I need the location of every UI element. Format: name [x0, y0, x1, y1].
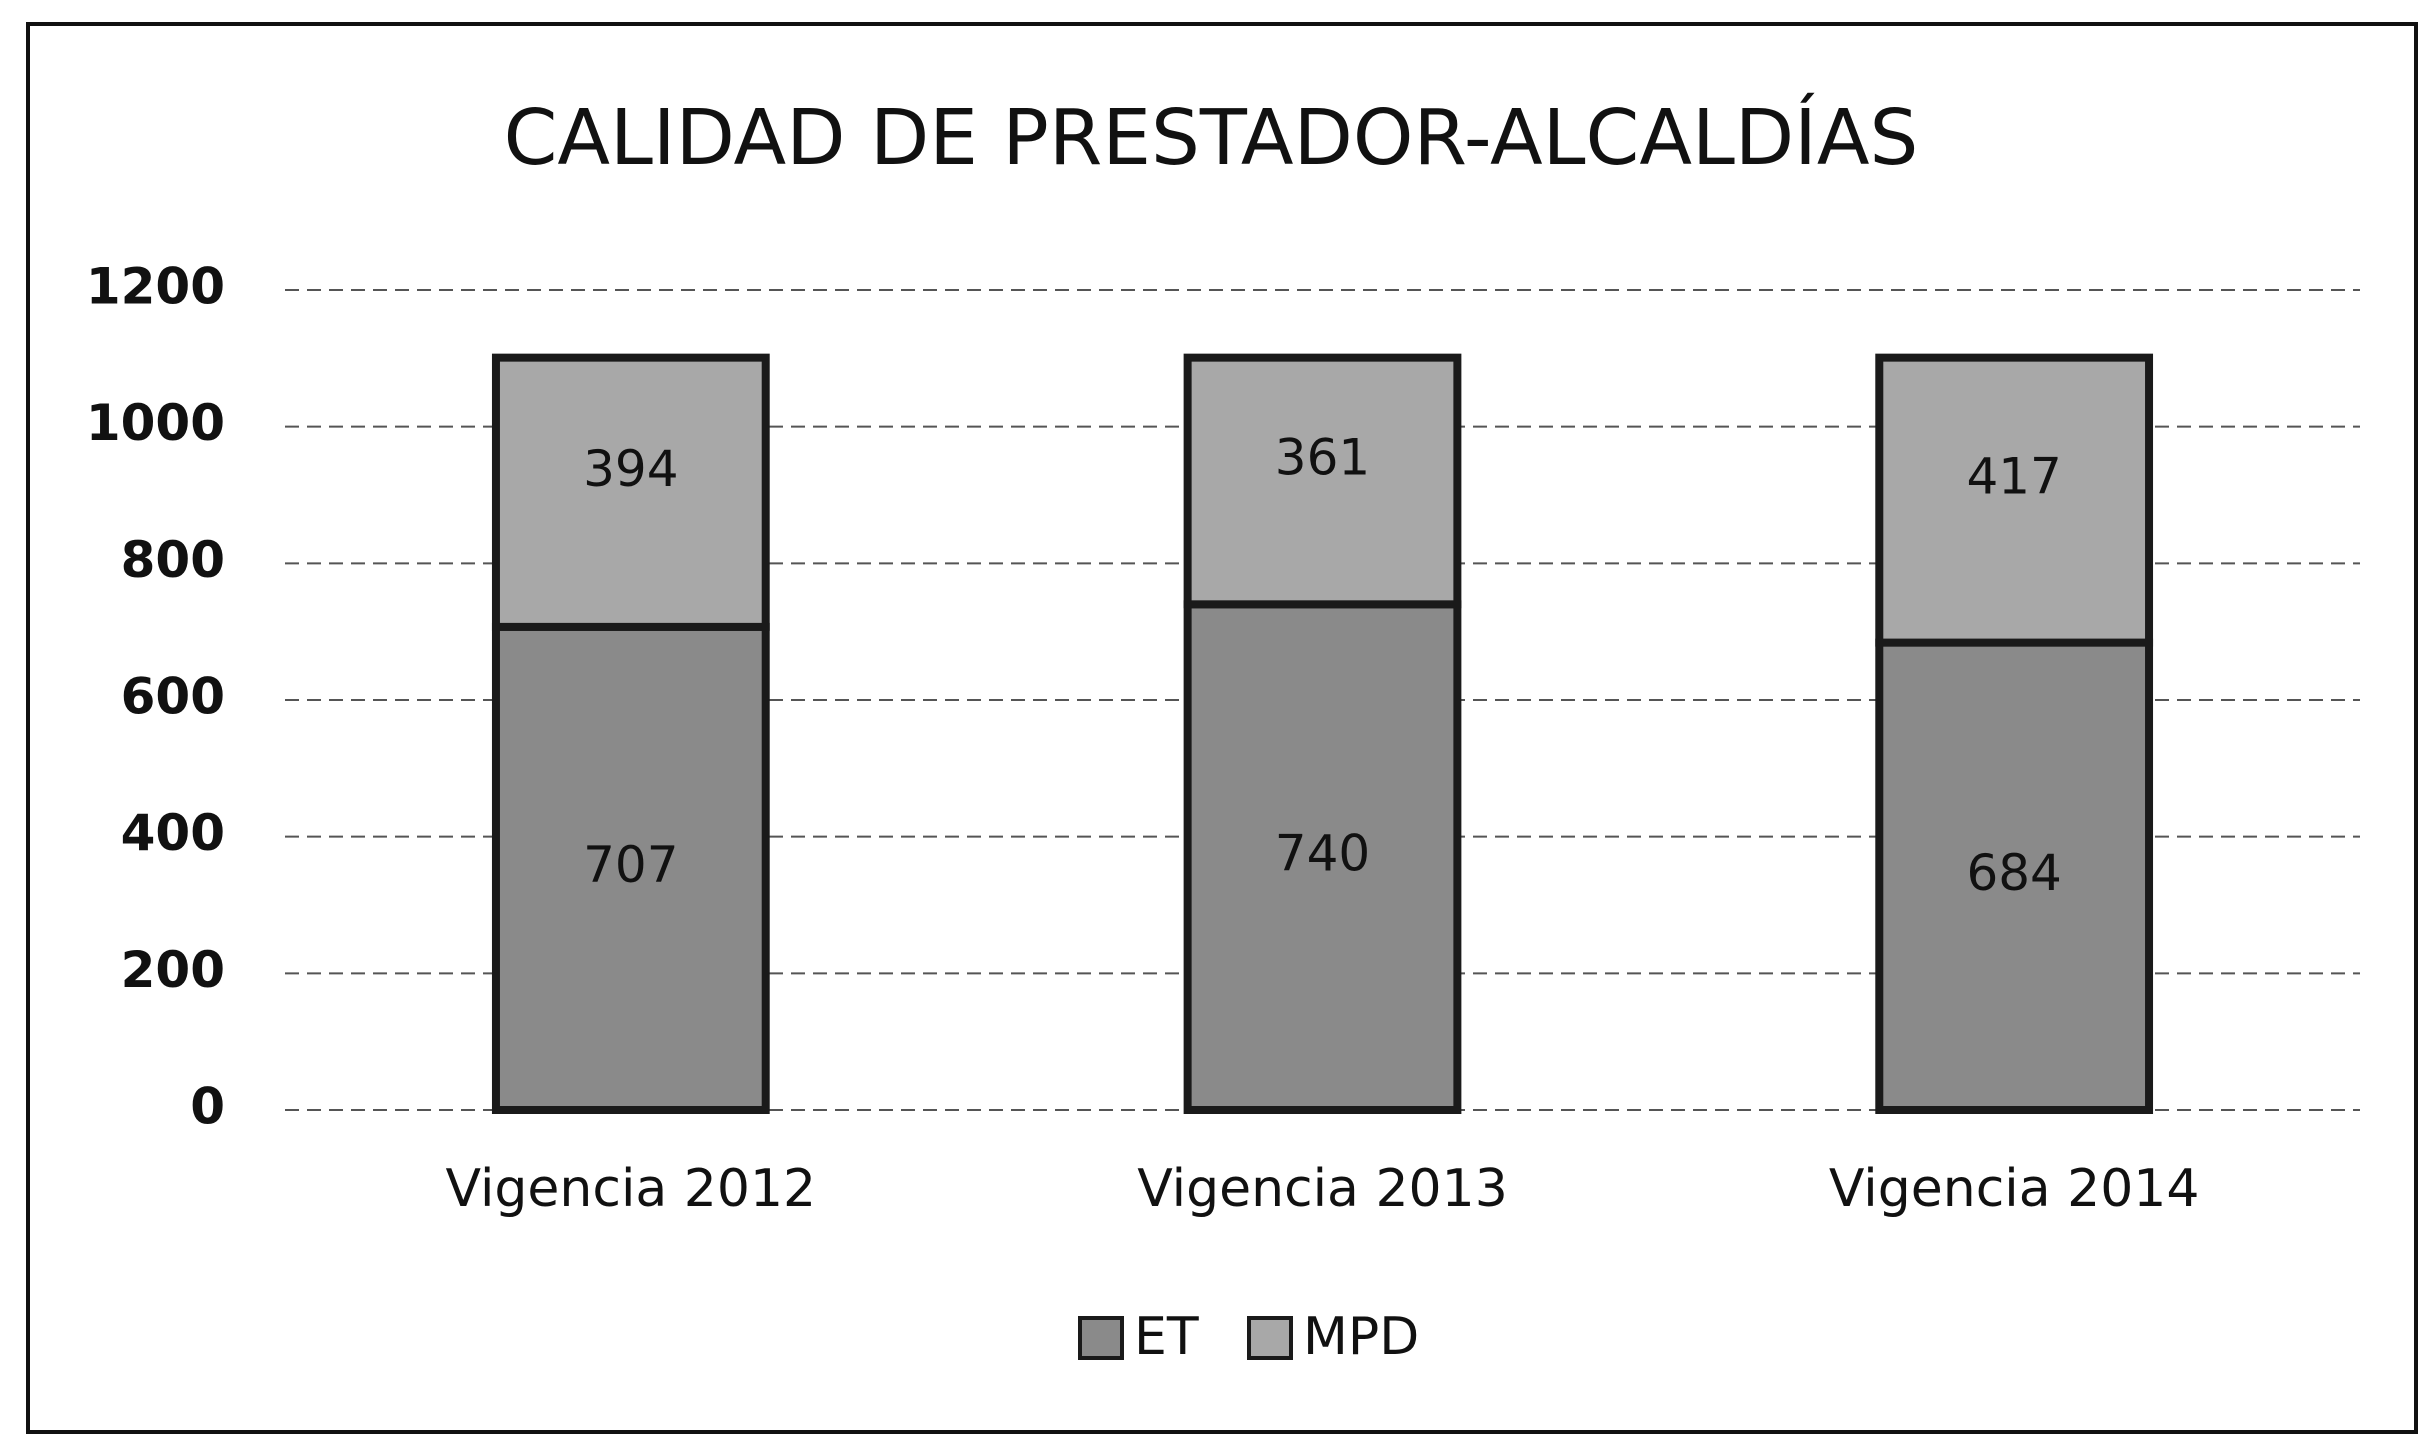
y-tick-label: 0 [190, 1078, 225, 1136]
legend-label: MPD [1303, 1307, 1419, 1367]
x-tick-label: Vigencia 2014 [1829, 1159, 2200, 1219]
x-tick-label: Vigencia 2012 [446, 1159, 817, 1219]
y-tick-label: 400 [121, 804, 225, 862]
y-tick-label: 200 [121, 941, 225, 999]
bar-segment [1875, 353, 2154, 647]
data-label: 740 [1275, 825, 1370, 883]
legend-label: ET [1134, 1307, 1199, 1367]
bar-segment [491, 353, 770, 631]
data-label: 684 [1966, 844, 2061, 902]
legend-swatch [1078, 1316, 1124, 1360]
bar-segment [1183, 353, 1462, 609]
y-tick-label: 1200 [86, 258, 225, 316]
y-tick-label: 800 [121, 531, 225, 589]
y-tick-label: 1000 [86, 394, 225, 452]
y-tick-label: 600 [121, 668, 225, 726]
data-label: 417 [1966, 448, 2061, 506]
legend-swatch [1247, 1316, 1293, 1360]
data-label: 361 [1275, 428, 1370, 486]
x-tick-label: Vigencia 2013 [1137, 1159, 1508, 1219]
chart-title: CALIDAD DE PRESTADOR-ALCALDÍAS [504, 93, 1919, 183]
data-label: 707 [583, 836, 678, 894]
data-label: 394 [583, 440, 678, 498]
